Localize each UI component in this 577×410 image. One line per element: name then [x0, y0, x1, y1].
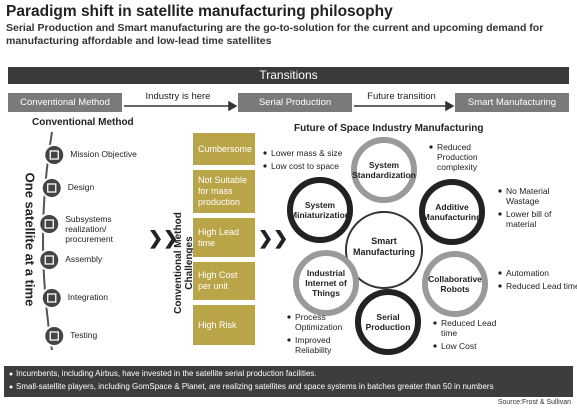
step-label: Assembly [65, 254, 103, 264]
center-label: Smart Manufacturing [353, 236, 415, 257]
note: Small-satellite players, including GomSp… [16, 382, 494, 391]
step-icon [43, 144, 66, 166]
subtitle: Serial Production and Smart manufacturin… [6, 22, 544, 47]
bullet [9, 372, 13, 376]
node-circle [287, 177, 353, 243]
bullet [433, 321, 437, 325]
node-circle [419, 179, 485, 245]
step-icon [43, 325, 66, 347]
notes-box [4, 366, 573, 397]
center-circle [345, 211, 423, 289]
node-label: Additive Manufacturing [422, 202, 482, 222]
stage-label: Serial Production [258, 97, 332, 108]
bullet [498, 271, 502, 275]
step-glyph [49, 150, 59, 160]
step-icons [38, 144, 66, 347]
step-label: Integration [67, 292, 108, 302]
section-title: Conventional Method [32, 117, 134, 128]
chevrons: ❯❯ [258, 228, 289, 248]
benefit: Reduced Production complexity [437, 142, 478, 172]
bullet [287, 338, 291, 342]
stage-arrows [124, 100, 455, 112]
node-circle [293, 250, 359, 316]
step-icon [40, 177, 63, 199]
challenge-box: High Risk [193, 305, 255, 345]
bullet [263, 151, 267, 155]
bullet [9, 385, 13, 389]
benefit: Reduced Lead time [506, 281, 577, 291]
vertical-title: Conventional Method Challenges [173, 212, 195, 314]
benefit: Lower bill of material [506, 209, 552, 229]
arrow-label: Future transition [367, 91, 436, 102]
node-label: System Standardization [352, 160, 416, 180]
stage-label: Smart Manufacturing [467, 97, 557, 108]
benefit: Automation [506, 268, 549, 278]
bullet [433, 344, 437, 348]
step-glyph [44, 255, 54, 265]
node-circle [351, 137, 417, 203]
benefit: Low cost to space [271, 161, 340, 171]
benefit: No Material Wastage [506, 186, 550, 206]
benefit: Reduced Lead time [441, 318, 497, 338]
bullet [263, 164, 267, 168]
stage-box [455, 93, 569, 112]
node-label: Serial Production [365, 312, 411, 332]
step-icon [38, 249, 61, 271]
bullet [498, 189, 502, 193]
transitions-bar [8, 67, 569, 84]
node-circle [422, 251, 488, 317]
node-label: System Miniaturization [290, 200, 350, 220]
section-title: Future of Space Industry Manufacturing [294, 123, 484, 134]
source: Source:Frost & Sullivan [497, 399, 571, 406]
bullet [429, 145, 433, 149]
step-icon [38, 213, 61, 235]
benefit: Process Optimization [295, 312, 343, 332]
arrow-label: Industry is here [145, 91, 211, 102]
title: Paradigm shift in satellite manufacturin… [6, 3, 393, 20]
smart-circles [9, 137, 502, 389]
challenge-box: High Lead time [193, 218, 255, 257]
bullet [498, 212, 502, 216]
step-label: Subsystems realization/ procurement [65, 214, 113, 244]
step-label: Mission Objective [70, 149, 137, 159]
node-label: Industrial Internet of Things [305, 268, 347, 298]
chevrons: ❯❯ [148, 228, 179, 248]
step-label: Design [67, 182, 95, 192]
stage-label: Conventional Method [20, 97, 110, 108]
benefit: Low Cost [441, 341, 477, 351]
challenge-box: Not Suitable for mass production [193, 170, 255, 213]
bullet [287, 315, 291, 319]
node-label: Collaborative Robots [428, 274, 482, 294]
step-glyph [47, 183, 57, 193]
benefit: Lower mass & size [271, 148, 343, 158]
step-icon [40, 287, 63, 309]
step-glyph [47, 293, 57, 303]
bullet [498, 284, 502, 288]
step-label: Testing [70, 330, 98, 340]
challenge-box: Cumbersome [193, 133, 255, 165]
vertical-label: One satellite at a time [22, 172, 38, 307]
challenge-box: High Cost per unit [193, 262, 255, 300]
benefit: Improved Reliability [295, 335, 332, 355]
step-glyph [44, 219, 54, 229]
step-glyph [49, 331, 59, 341]
stage-box [8, 93, 122, 112]
note: Incumbents, including Airbus, have inves… [16, 369, 317, 378]
stage-box [238, 93, 352, 112]
node-circle [355, 289, 421, 355]
transitions-title: Transitions [259, 68, 318, 82]
